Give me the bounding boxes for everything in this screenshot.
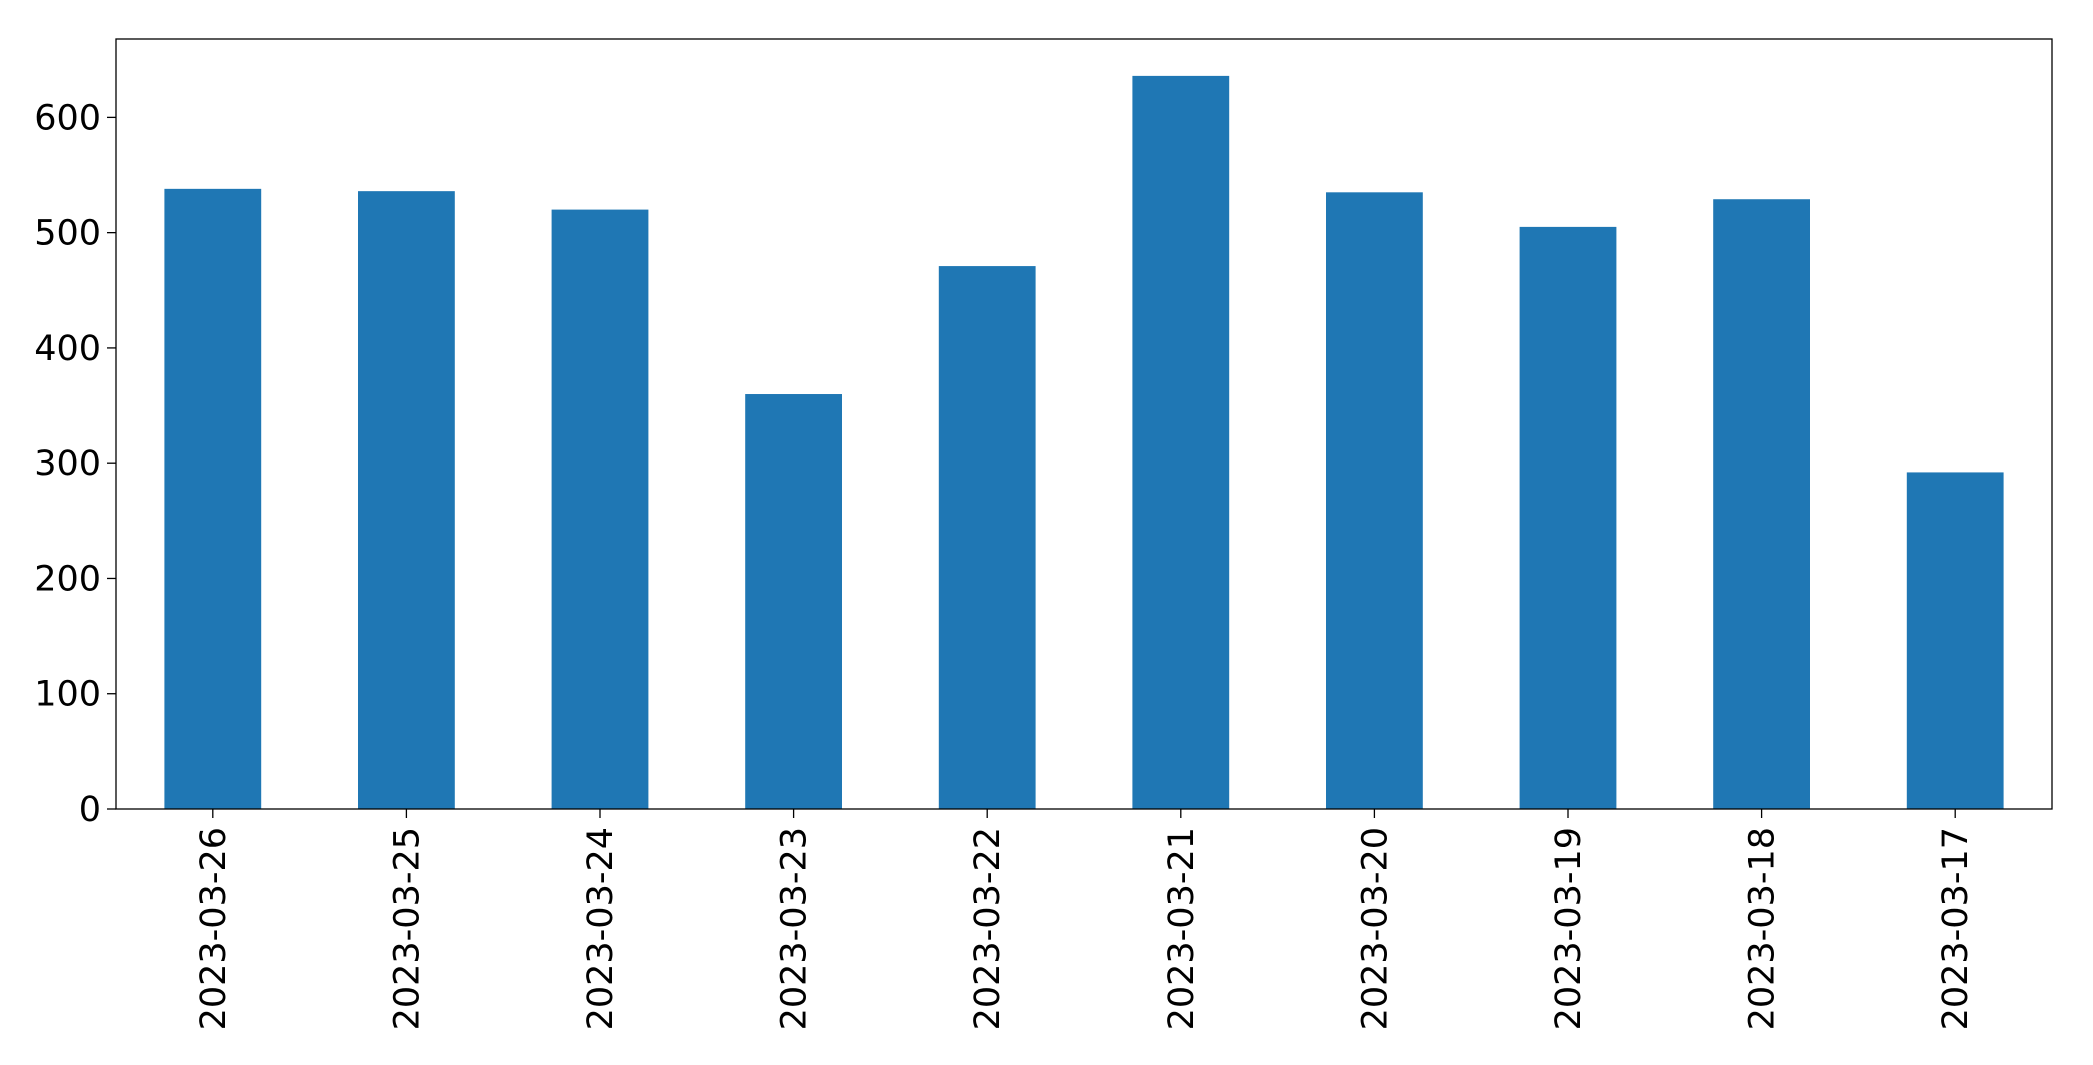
bar — [164, 188, 262, 810]
x-tick-label: 2023-03-19 — [1549, 827, 1589, 1030]
bar — [1906, 472, 2004, 809]
bar — [745, 394, 842, 809]
plot-frame — [115, 38, 2053, 810]
y-tick-label: 0 — [79, 790, 101, 830]
bar — [938, 266, 1036, 810]
x-tick-label: 2023-03-22 — [968, 827, 1008, 1030]
x-tick-label: 2023-03-17 — [1936, 827, 1976, 1030]
y-tick-label: 400 — [34, 329, 101, 369]
x-tick-label: 2023-03-23 — [775, 827, 815, 1030]
y-tick-label: 300 — [34, 444, 101, 484]
x-tick-label: 2023-03-24 — [581, 827, 621, 1030]
bar — [1519, 226, 1617, 809]
x-tick-label: 2023-03-25 — [387, 827, 427, 1030]
bar — [1326, 192, 1423, 810]
x-tick-label: 2023-03-26 — [194, 827, 234, 1030]
y-tick-label: 200 — [34, 559, 101, 599]
x-tick-label: 2023-03-21 — [1162, 827, 1202, 1030]
y-tick-label: 100 — [34, 675, 101, 715]
y-tick-label: 500 — [34, 214, 101, 254]
x-tick-label: 2023-03-20 — [1355, 827, 1395, 1030]
bar — [358, 191, 455, 809]
bar — [1132, 75, 1230, 809]
bar — [551, 209, 649, 809]
bar — [1713, 199, 1810, 809]
y-tick-label: 600 — [34, 98, 101, 138]
x-tick-label: 2023-03-18 — [1743, 827, 1783, 1030]
